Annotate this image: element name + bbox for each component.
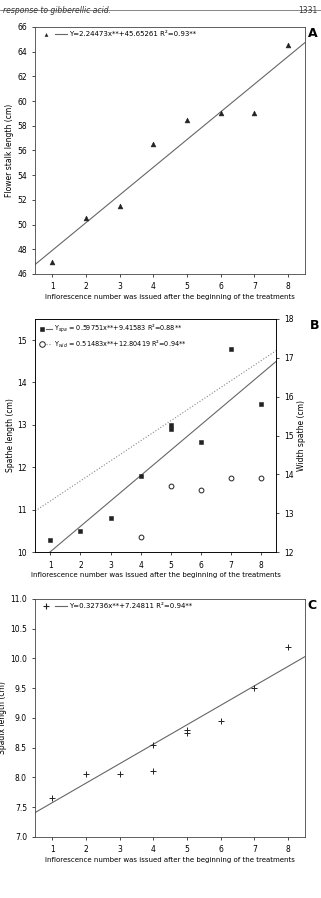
Point [184,112,189,127]
Point [198,483,204,497]
Point [218,714,223,728]
X-axis label: Inflorescence number was issued after the beginning of the treatments: Inflorescence number was issued after th… [45,294,295,300]
Point [168,422,173,436]
Point [138,530,143,544]
Y-axis label: Spadix length (cm): Spadix length (cm) [0,682,7,754]
Legend: Y$_{spa}$ = 0.59751x**+9.41583 R²=0.88**, Y$_{wid}$ = 0.51483x**+12.80419 R²=0.9: Y$_{spa}$ = 0.59751x**+9.41583 R²=0.88**… [37,321,189,352]
Legend: , Y=0.32736x**+7.24811 R²=0.94**: , Y=0.32736x**+7.24811 R²=0.94** [37,601,194,612]
Point [151,764,156,779]
Point [108,572,113,586]
Point [48,533,53,547]
Point [285,39,291,53]
Point [228,341,233,356]
Text: 1331: 1331 [299,6,318,15]
Point [198,435,204,449]
X-axis label: Inflorescence number was issued after the beginning of the treatments: Inflorescence number was issued after th… [45,857,295,863]
Point [49,254,55,269]
Point [117,767,122,781]
Point [151,737,156,752]
Point [285,639,291,654]
Point [184,726,189,740]
Y-axis label: Width spathe (cm): Width spathe (cm) [297,400,306,471]
Point [184,723,189,737]
Point [151,137,156,152]
Point [218,106,223,120]
Point [138,469,143,483]
Point [49,791,55,806]
Point [258,471,264,486]
Point [168,479,173,493]
Text: B: B [310,319,319,331]
Y-axis label: Flower stalk length (cm): Flower stalk length (cm) [5,104,14,197]
Point [83,767,89,781]
Text: A: A [308,27,317,40]
Point [83,211,89,225]
Point [78,524,83,538]
X-axis label: Inflorescence number was issued after the beginning of the treatments: Inflorescence number was issued after th… [31,572,281,578]
Y-axis label: Spathe length (cm): Spathe length (cm) [5,399,14,472]
Legend: , Y=2.24473x**+45.65261 R²=0.93**: , Y=2.24473x**+45.65261 R²=0.93** [37,29,198,40]
Point [252,681,257,695]
Text: response to gibberellic acid.: response to gibberellic acid. [3,6,111,15]
Point [48,592,53,606]
Point [168,418,173,432]
Point [228,471,233,486]
Point [117,198,122,213]
Point [252,106,257,120]
Point [108,511,113,525]
Point [258,397,264,411]
Text: C: C [308,599,317,612]
Point [78,603,83,618]
